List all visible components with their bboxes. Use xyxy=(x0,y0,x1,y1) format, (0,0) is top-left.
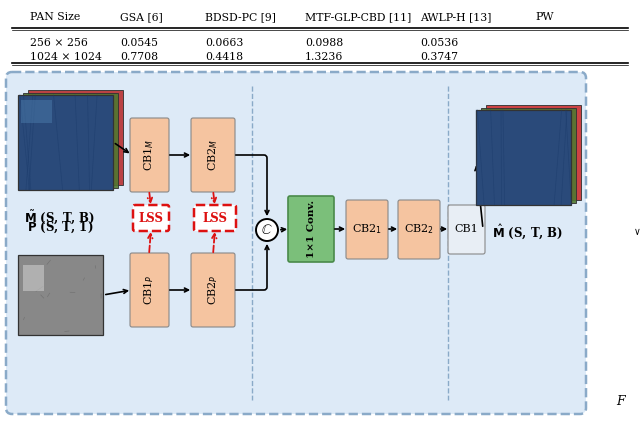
Text: $\mathbf{P}$ (S, T, 1): $\mathbf{P}$ (S, T, 1) xyxy=(27,220,93,236)
Text: 256 × 256: 256 × 256 xyxy=(30,38,88,48)
Text: $\tilde{\mathbf{M}}$ (S, T, B): $\tilde{\mathbf{M}}$ (S, T, B) xyxy=(24,208,95,226)
Bar xyxy=(481,108,576,203)
Text: PW: PW xyxy=(535,12,554,22)
Text: CB2$_1$: CB2$_1$ xyxy=(352,222,382,236)
Text: CB1$_{\mathit{M}}$: CB1$_{\mathit{M}}$ xyxy=(143,139,156,171)
Text: MTF-GLP-CBD [11]: MTF-GLP-CBD [11] xyxy=(305,12,412,22)
Text: AWLP-H [13]: AWLP-H [13] xyxy=(420,12,492,22)
Text: 0.0663: 0.0663 xyxy=(205,38,243,48)
Text: 1.3236: 1.3236 xyxy=(305,52,344,62)
Text: F: F xyxy=(616,395,625,408)
Bar xyxy=(23,265,44,291)
Circle shape xyxy=(256,219,278,241)
Text: CB2$_{\mathit{M}}$: CB2$_{\mathit{M}}$ xyxy=(206,139,220,171)
Text: CB2$_{\mathit{P}}$: CB2$_{\mathit{P}}$ xyxy=(206,275,220,305)
FancyBboxPatch shape xyxy=(130,253,169,327)
FancyBboxPatch shape xyxy=(448,205,485,254)
Text: ≤: ≤ xyxy=(633,226,640,234)
FancyBboxPatch shape xyxy=(288,196,334,262)
Bar xyxy=(18,95,113,190)
Text: CB2$_2$: CB2$_2$ xyxy=(404,222,434,236)
FancyBboxPatch shape xyxy=(130,118,169,192)
Bar xyxy=(476,110,571,205)
FancyBboxPatch shape xyxy=(194,205,236,231)
Text: 1024 × 1024: 1024 × 1024 xyxy=(30,52,102,62)
Text: 0.3747: 0.3747 xyxy=(420,52,458,62)
Text: $\hat{\mathbf{M}}$ (S, T, B): $\hat{\mathbf{M}}$ (S, T, B) xyxy=(492,223,564,242)
Bar xyxy=(21,100,52,123)
Bar xyxy=(486,105,581,200)
Bar xyxy=(18,255,103,335)
Text: $\mathbb{C}$: $\mathbb{C}$ xyxy=(261,223,273,237)
Text: 0.4418: 0.4418 xyxy=(205,52,243,62)
Text: CB1: CB1 xyxy=(454,225,478,234)
Text: BDSD-PC [9]: BDSD-PC [9] xyxy=(205,12,276,22)
FancyBboxPatch shape xyxy=(133,205,169,231)
Text: 0.0988: 0.0988 xyxy=(305,38,343,48)
Text: 0.7708: 0.7708 xyxy=(120,52,158,62)
Text: 0.0545: 0.0545 xyxy=(120,38,158,48)
Text: GSA [6]: GSA [6] xyxy=(120,12,163,22)
Bar xyxy=(23,93,118,188)
Text: LSS: LSS xyxy=(202,212,227,225)
FancyBboxPatch shape xyxy=(398,200,440,259)
Text: LSS: LSS xyxy=(138,212,163,225)
Bar xyxy=(28,90,123,185)
Text: 1×1 Conv.: 1×1 Conv. xyxy=(307,200,316,258)
Text: CB1$_{\mathit{P}}$: CB1$_{\mathit{P}}$ xyxy=(143,275,156,305)
FancyBboxPatch shape xyxy=(346,200,388,259)
FancyBboxPatch shape xyxy=(191,253,235,327)
Text: PAN Size: PAN Size xyxy=(30,12,80,22)
FancyBboxPatch shape xyxy=(6,72,586,414)
Text: 0.0536: 0.0536 xyxy=(420,38,458,48)
FancyBboxPatch shape xyxy=(191,118,235,192)
